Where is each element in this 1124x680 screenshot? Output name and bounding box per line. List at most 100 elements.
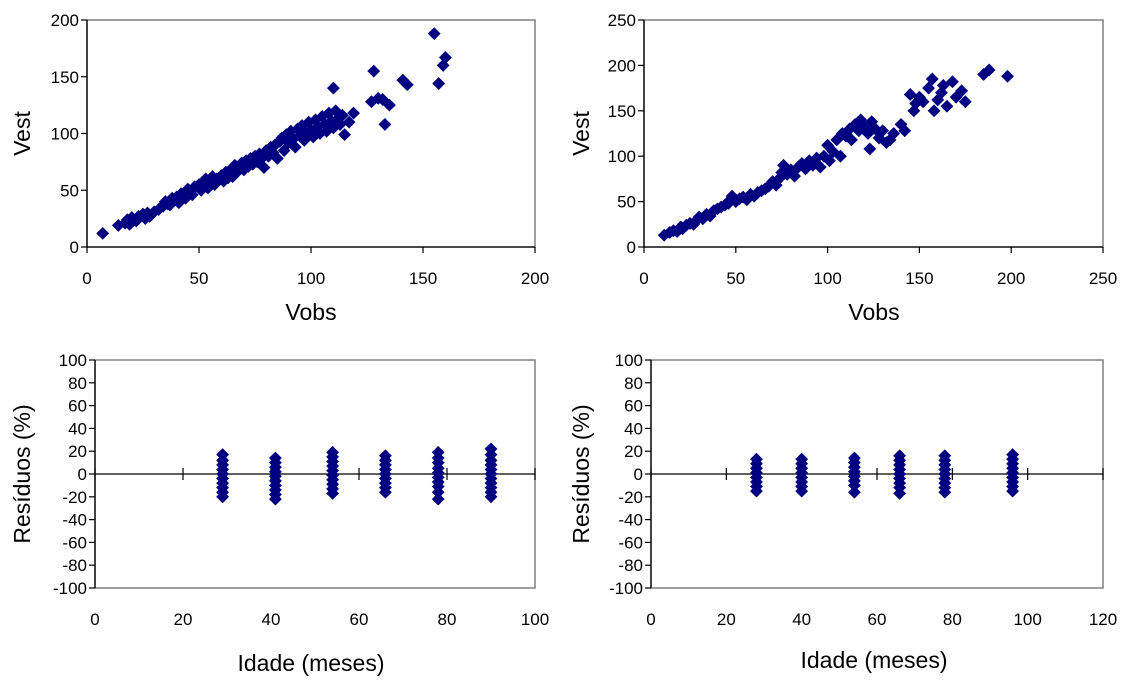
y-tick-label: 100 — [608, 147, 636, 166]
data-point — [326, 81, 340, 95]
data-point — [823, 154, 836, 168]
residual-point — [484, 490, 498, 504]
x-axis-title: Idade (meses) — [800, 647, 947, 673]
residual-point — [431, 492, 445, 506]
y-tick-label: 0 — [78, 465, 87, 484]
y-tick-label: -60 — [618, 533, 643, 552]
data-point — [288, 140, 302, 154]
data-point — [335, 108, 349, 122]
data-point — [367, 64, 381, 78]
y-tick-label: 50 — [60, 181, 79, 200]
y-tick-label: -80 — [62, 556, 87, 575]
data-point — [887, 127, 901, 140]
y-tick-label: 40 — [68, 419, 87, 438]
y-tick-label: -20 — [618, 488, 643, 507]
data-point — [96, 226, 110, 240]
residual-point — [750, 484, 763, 498]
data-point — [432, 77, 446, 90]
x-tick-label: 0 — [82, 269, 91, 288]
chart-vest-vs-vobs-right: 0 50 100 150 200 250 0 50 100 150 200 250 Vobs Vest — [568, 11, 1117, 325]
x-tick-label: 0 — [639, 269, 648, 288]
y-tick-label: 20 — [68, 442, 87, 461]
data-point — [863, 142, 877, 156]
x-tick-label: 150 — [409, 269, 437, 288]
data-point — [982, 63, 996, 77]
y-tick-label: -20 — [62, 488, 87, 507]
y-tick-label: 60 — [68, 397, 87, 416]
data-point — [342, 115, 356, 129]
residual-point — [216, 490, 230, 504]
y-tick-label: 150 — [608, 102, 636, 121]
y-tick-label: 50 — [617, 193, 636, 212]
data-point — [1001, 69, 1014, 83]
y-tick-label: 250 — [608, 11, 636, 30]
data-point — [845, 133, 858, 147]
data-point — [925, 72, 939, 86]
y-tick-label: -100 — [609, 579, 643, 598]
data-point — [940, 99, 954, 113]
x-tick-label: 20 — [174, 610, 193, 629]
x-axis-title: Vobs — [285, 299, 336, 325]
y-tick-label: 0 — [70, 238, 79, 257]
residual-point — [326, 486, 340, 500]
residual-point — [938, 485, 952, 499]
residual-point — [378, 485, 392, 499]
data-point — [922, 81, 936, 95]
x-tick-label: 120 — [1089, 610, 1117, 629]
y-tick-label: 100 — [59, 351, 87, 370]
y-tick-label: 80 — [624, 374, 643, 393]
x-tick-label: 100 — [1013, 610, 1041, 629]
x-tick-label: 100 — [813, 269, 841, 288]
x-tick-label: 20 — [717, 610, 736, 629]
data-point — [257, 161, 271, 174]
x-tick-label: 40 — [262, 610, 281, 629]
data-point — [946, 75, 959, 89]
data-point — [400, 78, 414, 92]
residual-point — [847, 485, 861, 499]
data-point — [382, 98, 396, 112]
y-tick-label: 200 — [608, 56, 636, 75]
data-point — [936, 78, 950, 92]
y-tick-label: -80 — [618, 556, 643, 575]
data-point — [788, 169, 801, 183]
y-tick-label: 150 — [51, 68, 79, 87]
data-point — [338, 128, 352, 142]
data-point — [927, 104, 941, 118]
residual-point — [268, 492, 282, 506]
y-axis-title: Vest — [568, 111, 594, 156]
x-axis-title: Vobs — [848, 299, 899, 325]
y-tick-label: 0 — [634, 465, 643, 484]
x-tick-label: 100 — [297, 269, 325, 288]
y-tick-label: 0 — [627, 238, 636, 257]
residual-point — [1006, 484, 1020, 498]
x-tick-label: 150 — [905, 269, 933, 288]
x-tick-label: 100 — [521, 610, 549, 629]
y-tick-label: 80 — [68, 374, 87, 393]
x-tick-label: 50 — [190, 269, 209, 288]
y-tick-label: 60 — [624, 397, 643, 416]
data-point — [898, 124, 912, 138]
data-point — [270, 152, 284, 165]
chart-vest-vs-vobs-left: 0 50 100 150 200 0 50 100 150 200 Vobs Vest — [9, 11, 549, 325]
data-point — [903, 88, 917, 101]
x-tick-label: 0 — [90, 610, 99, 629]
residual-point — [893, 486, 907, 500]
data-point — [909, 97, 923, 110]
y-axis-title: Resíduos (%) — [9, 404, 35, 543]
x-tick-label: 50 — [726, 269, 745, 288]
data-point — [834, 149, 847, 163]
x-axis-title: Idade (meses) — [237, 650, 384, 676]
data-point — [277, 144, 291, 157]
y-tick-label: 20 — [624, 442, 643, 461]
x-tick-label: 200 — [997, 269, 1025, 288]
y-tick-label: 100 — [615, 351, 643, 370]
y-tick-label: -40 — [62, 511, 87, 530]
data-point — [876, 124, 890, 138]
x-tick-label: 40 — [792, 610, 811, 629]
residual-point — [795, 484, 809, 498]
data-point — [347, 106, 360, 120]
x-tick-label: 60 — [350, 610, 369, 629]
